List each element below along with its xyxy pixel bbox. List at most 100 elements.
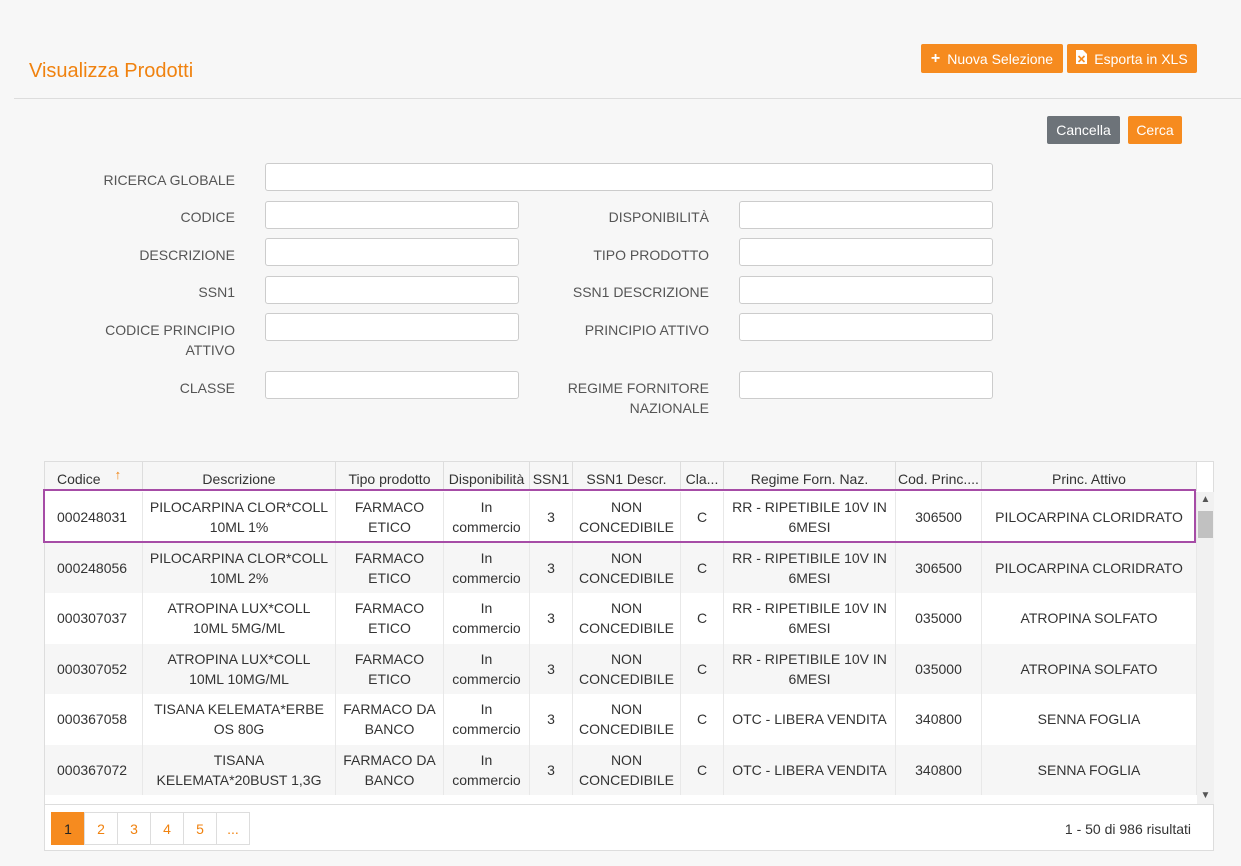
table-row[interactable]: 000367058 TISANA KELEMATA*ERBE OS 80G FARM… (45, 694, 1197, 745)
cell-regime: RR - RIPETIBILE 10V IN 6MESI (724, 643, 896, 694)
cell-descrizione: PILOCARPINA CLOR*COLL 10ML 1% (143, 492, 336, 543)
ssn1-label: SSN1 (198, 284, 235, 300)
cell-princ-attivo: PILOCARPINA CLORIDRATO (982, 542, 1197, 593)
file-excel-icon (1076, 50, 1088, 67)
cell-regime: RR - RIPETIBILE 10V IN 6MESI (724, 492, 896, 543)
cell-ssn1: 3 (530, 694, 573, 745)
cell-classe: C (681, 744, 724, 795)
page-link[interactable]: 5 (183, 812, 217, 845)
cell-regime: OTC - LIBERA VENDITA (724, 694, 896, 745)
page-link[interactable]: 3 (117, 812, 151, 845)
classe-input[interactable] (265, 371, 519, 399)
table-row[interactable]: 000307052 ATROPINA LUX*COLL 10ML 10MG/ML F… (45, 643, 1197, 694)
cell-classe: C (681, 694, 724, 745)
principio-attivo-input[interactable] (739, 313, 993, 341)
sort-asc-icon: ↑ (114, 467, 122, 482)
column-header-princ-attivo[interactable]: Princ. Attivo (982, 462, 1197, 491)
cell-descrizione: PILOCARPINA CLOR*COLL 10ML 2% (143, 542, 336, 593)
codice-principio-label: CODICE PRINCIPIO ATTIVO (60, 320, 235, 360)
cell-cod-princ: 340800 (896, 744, 982, 795)
column-header-descrizione[interactable]: Descrizione (143, 462, 336, 491)
tipo-prodotto-input[interactable] (739, 238, 993, 266)
cell-ssn1: 3 (530, 593, 573, 644)
column-header-tipo-prodotto[interactable]: Tipo prodotto (336, 462, 444, 491)
cell-descrizione: TISANA KELEMATA*20BUST 1,3G (143, 744, 336, 795)
ssn1-input[interactable] (265, 276, 519, 304)
column-header-regime[interactable]: Regime Forn. Naz. (724, 462, 896, 491)
table-row[interactable]: 000307037 ATROPINA LUX*COLL 10ML 5MG/ML FA… (45, 593, 1197, 644)
codice-label: CODICE (180, 209, 235, 225)
column-header-cod-princ[interactable]: Cod. Princ.... (896, 462, 982, 491)
cell-codice: 000248031 (45, 492, 143, 543)
search-button[interactable]: Cerca (1128, 116, 1182, 144)
pager-info: 1 - 50 di 986 risultati (1064, 821, 1191, 837)
codice-principio-label-line1: CODICE PRINCIPIO (105, 322, 235, 338)
page-link[interactable]: 2 (84, 812, 118, 845)
codice-principio-label-line2: ATTIVO (185, 342, 235, 358)
cell-disponibilita: In commercio (444, 643, 530, 694)
vertical-scrollbar[interactable]: ▲ ▼ (1197, 492, 1214, 804)
principio-attivo-label: PRINCIPIO ATTIVO (584, 322, 709, 338)
cell-classe: C (681, 542, 724, 593)
cell-codice: 000307052 (45, 643, 143, 694)
regime-fornitore-input[interactable] (739, 371, 993, 399)
regime-fornitore-label-line2: NAZIONALE (629, 400, 709, 416)
cell-descrizione: ATROPINA LUX*COLL 10ML 10MG/ML (143, 643, 336, 694)
global-search-input[interactable] (265, 163, 993, 191)
cell-ssn1-descr: NON CONCEDIBILE (573, 593, 681, 644)
regime-fornitore-label: REGIME FORNITORE NAZIONALE (530, 378, 709, 418)
export-xls-label: Esporta in XLS (1094, 50, 1188, 67)
cancel-button[interactable]: Cancella (1047, 116, 1120, 144)
products-grid: Codice ↑ Descrizione Tipo prodotto Dispo… (44, 461, 1214, 851)
cell-regime: RR - RIPETIBILE 10V IN 6MESI (724, 593, 896, 644)
cell-codice: 000307037 (45, 593, 143, 644)
cell-classe: C (681, 492, 724, 543)
grid-body: 000248031 PILOCARPINA CLOR*COLL 10ML 1% FA… (45, 492, 1197, 804)
cell-classe: C (681, 643, 724, 694)
table-row[interactable]: 000367072 TISANA KELEMATA*20BUST 1,3G FARM… (45, 744, 1197, 795)
ssn1-descrizione-input[interactable] (739, 276, 993, 304)
pager: 1 2 3 4 5... 1 - 50 di 986 risultati (45, 804, 1213, 850)
codice-input[interactable] (265, 201, 519, 229)
codice-principio-input[interactable] (265, 313, 519, 341)
column-header-classe[interactable]: Cla... (681, 462, 724, 491)
cell-princ-attivo: PILOCARPINA CLORIDRATO (982, 492, 1197, 543)
scroll-thumb[interactable] (1198, 511, 1213, 538)
regime-fornitore-label-line1: REGIME FORNITORE (567, 380, 709, 396)
cell-ssn1-descr: NON CONCEDIBILE (573, 542, 681, 593)
classe-label: CLASSE (179, 380, 235, 396)
scroll-up-icon[interactable]: ▲ (1200, 494, 1211, 505)
column-header-disponibilita[interactable]: Disponibilità (444, 462, 530, 491)
page-link[interactable]: ... (216, 812, 250, 845)
disponibilita-input[interactable] (739, 201, 993, 229)
page-header: Visualizza Prodotti (14, 44, 1241, 99)
descrizione-label: DESCRIZIONE (139, 247, 235, 263)
cell-descrizione: TISANA KELEMATA*ERBE OS 80G (143, 694, 336, 745)
cell-ssn1: 3 (530, 643, 573, 694)
tipo-prodotto-label: TIPO PRODOTTO (593, 247, 709, 263)
cell-ssn1-descr: NON CONCEDIBILE (573, 744, 681, 795)
column-header-codice[interactable]: Codice ↑ (45, 462, 143, 491)
cell-tipo-prodotto: FARMACO DA BANCO (336, 694, 444, 745)
cell-ssn1: 3 (530, 492, 573, 543)
column-header-ssn1[interactable]: SSN1 (530, 462, 573, 491)
cell-ssn1-descr: NON CONCEDIBILE (573, 643, 681, 694)
export-xls-button[interactable]: Esporta in XLS (1067, 44, 1197, 73)
cell-tipo-prodotto: FARMACO ETICO (336, 593, 444, 644)
page-link[interactable]: 4 (150, 812, 184, 845)
cell-tipo-prodotto: FARMACO ETICO (336, 542, 444, 593)
new-selection-button[interactable]: + Nuova Selezione (921, 44, 1063, 73)
table-row[interactable]: 000248031 PILOCARPINA CLOR*COLL 10ML 1% FA… (45, 492, 1197, 543)
cell-codice: 000367072 (45, 744, 143, 795)
cell-tipo-prodotto: FARMACO DA BANCO (336, 744, 444, 795)
cell-disponibilita: In commercio (444, 744, 530, 795)
page-link[interactable]: 1 (51, 812, 85, 845)
cell-princ-attivo: ATROPINA SOLFATO (982, 593, 1197, 644)
table-row[interactable]: 000248056 PILOCARPINA CLOR*COLL 10ML 2% FA… (45, 542, 1197, 593)
scroll-down-icon[interactable]: ▼ (1200, 790, 1211, 801)
disponibilita-label: DISPONIBILITÀ (608, 209, 709, 225)
column-header-ssn1-descr[interactable]: SSN1 Descr. (573, 462, 681, 491)
cell-disponibilita: In commercio (444, 492, 530, 543)
descrizione-input[interactable] (265, 238, 519, 266)
column-header-label: Codice (57, 470, 101, 487)
